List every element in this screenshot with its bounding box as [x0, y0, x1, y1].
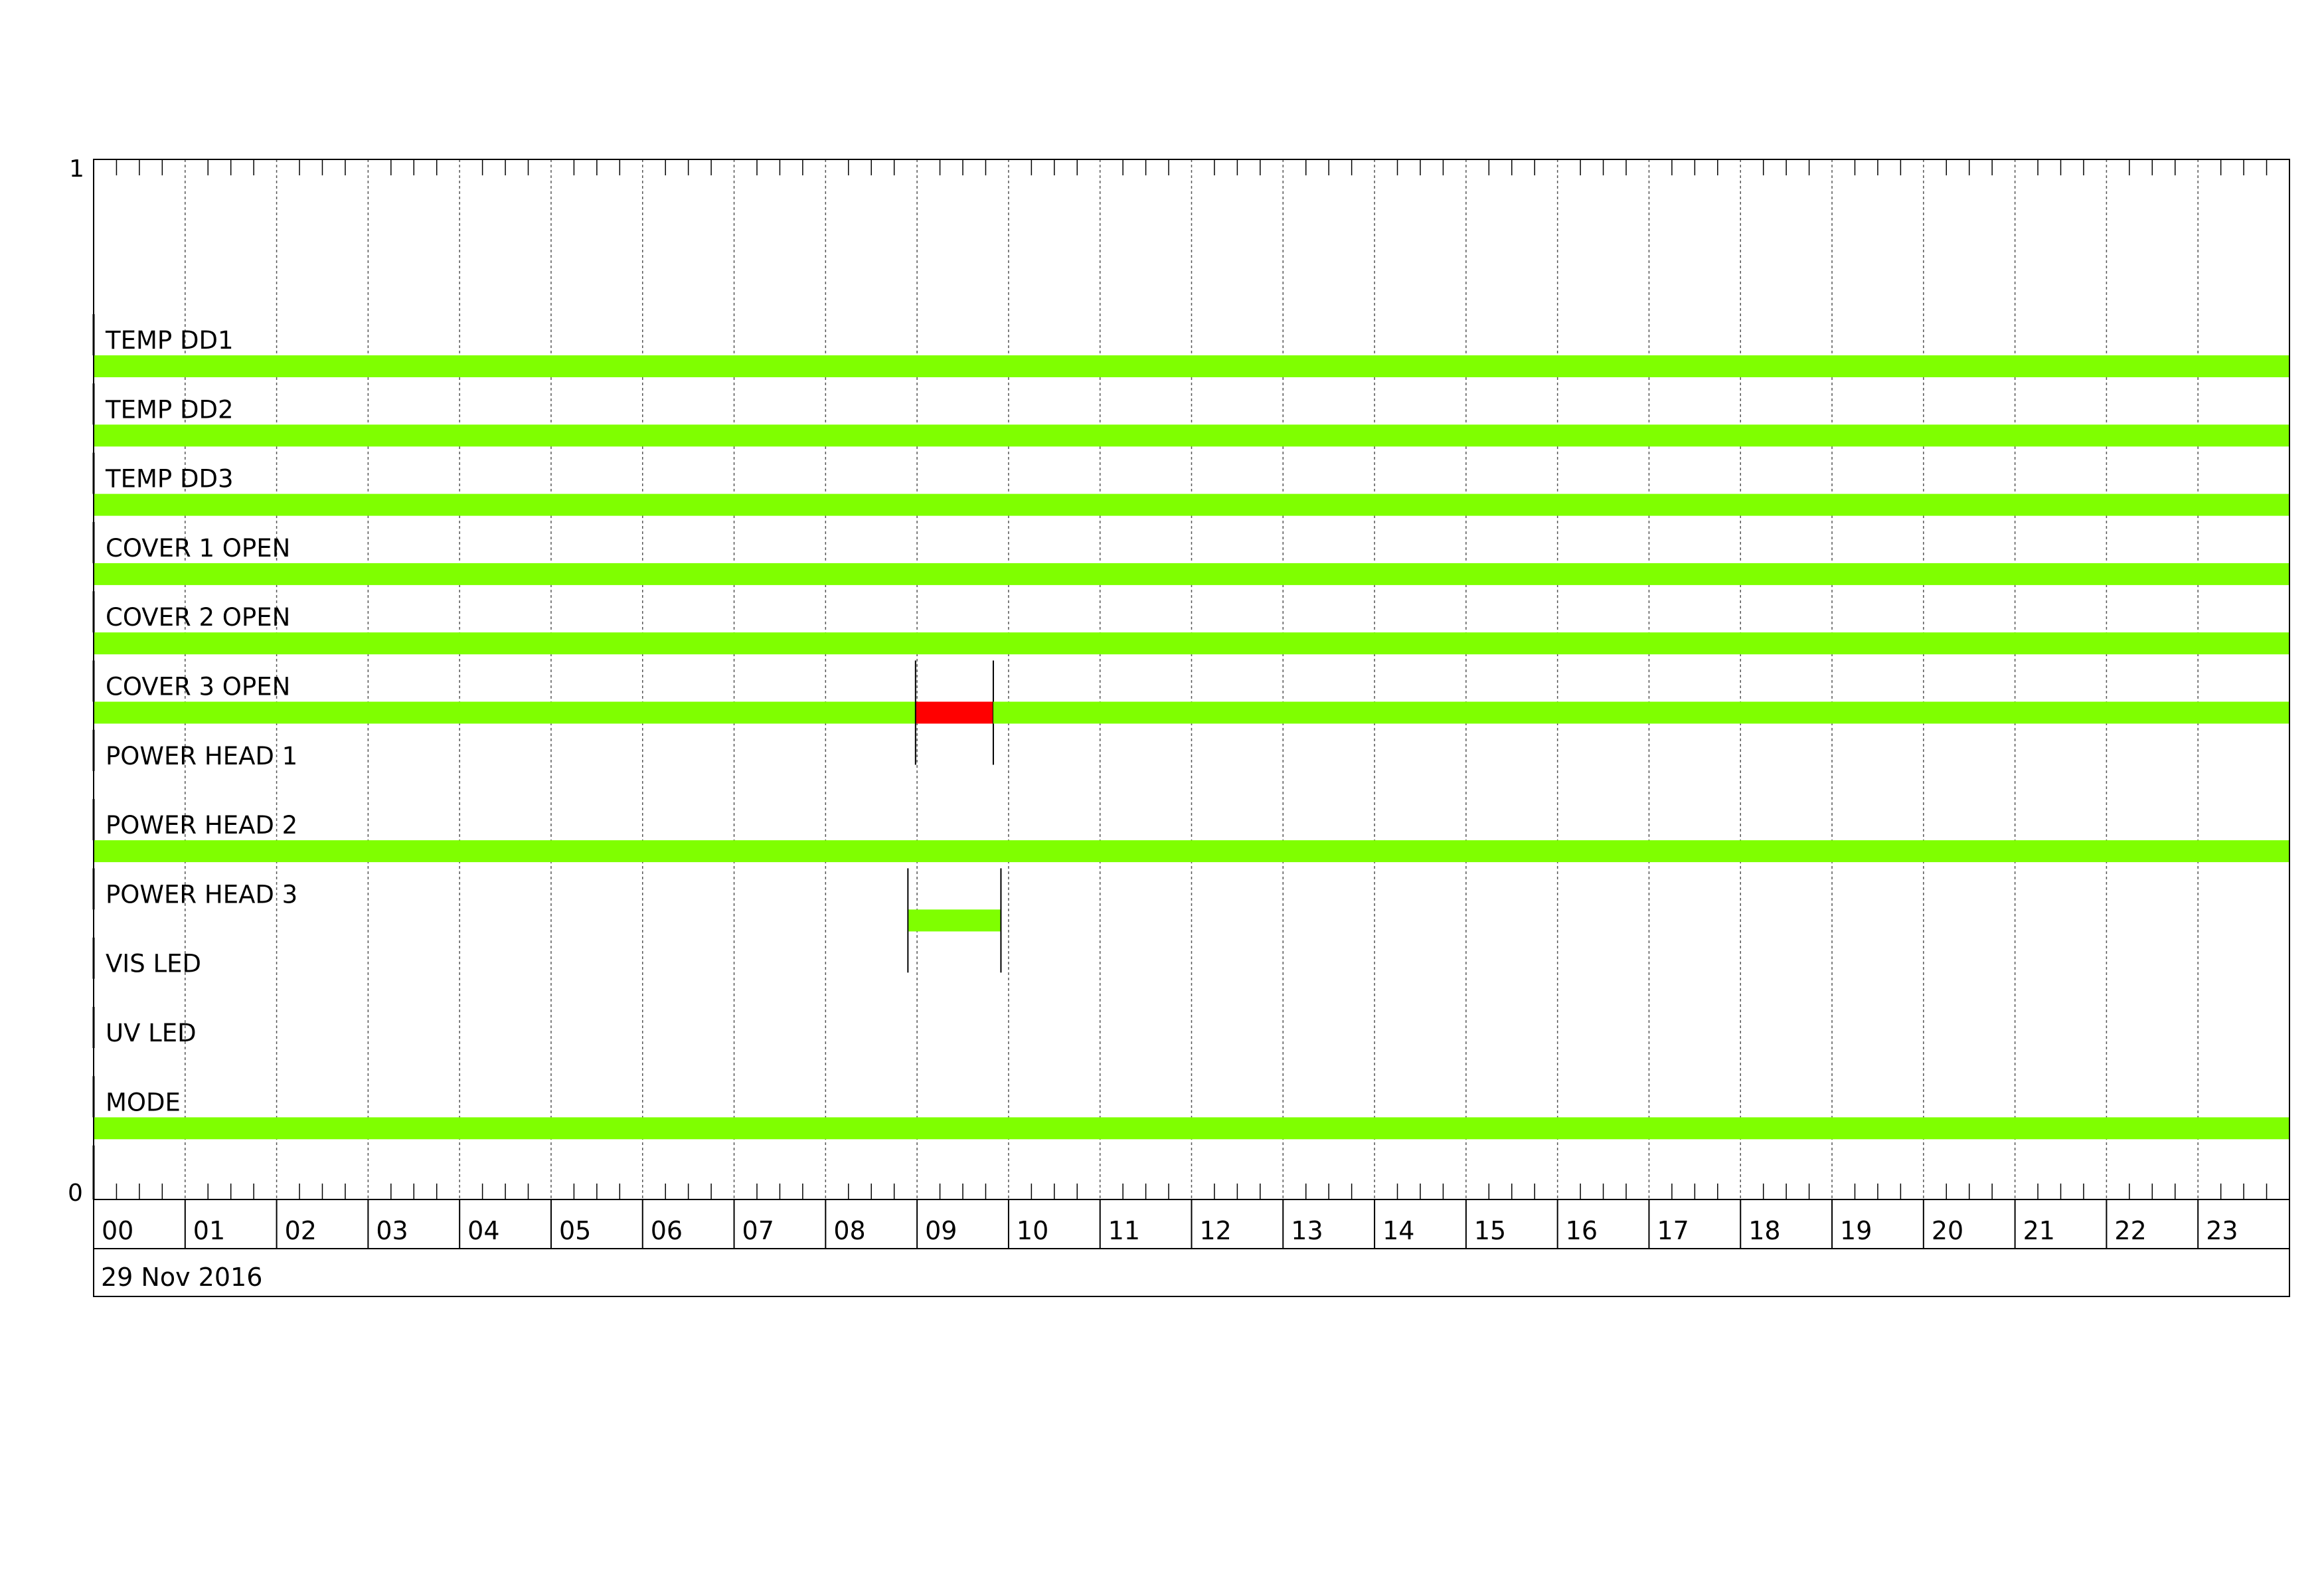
hour-tick-label: 00: [102, 1216, 133, 1245]
row-label: MODE: [106, 1088, 181, 1116]
minor-ticks: [116, 159, 2268, 1199]
state-bar-ok: [94, 493, 2289, 516]
hour-tick-label: 03: [376, 1216, 408, 1245]
state-bar-alarm: [915, 701, 993, 724]
plot-frame: [92, 159, 2290, 1297]
hour-tick-label: 07: [742, 1216, 774, 1245]
state-bar-ok: [94, 424, 2289, 447]
row-label: POWER HEAD 1: [106, 742, 297, 770]
state-bar-ok: [94, 355, 2289, 377]
state-bars: [94, 355, 2289, 1140]
hour-tick-label: 18: [1748, 1216, 1780, 1245]
state-bar-ok: [94, 1117, 2289, 1140]
hour-tick-label: 02: [285, 1216, 317, 1245]
state-bar-ok: [94, 840, 2289, 863]
hour-tick-label: 21: [2023, 1216, 2055, 1245]
row-labels: TEMP DD1 TEMP DD2 TEMP DD3 COVER 1 OPEN COVE…: [105, 326, 297, 1116]
y-tick-label-0: 0: [68, 1180, 83, 1207]
hour-tick-label: 12: [1200, 1216, 1232, 1245]
state-bar-ok: [94, 632, 2289, 655]
date-label: 29 Nov 2016: [101, 1263, 262, 1292]
hour-tick-label: 10: [1017, 1216, 1048, 1245]
hour-tick-label: 16: [1566, 1216, 1598, 1245]
row-label: POWER HEAD 2: [106, 811, 297, 840]
state-bar-ok: [993, 701, 2289, 724]
hour-tick-label: 05: [559, 1216, 591, 1245]
hour-tick-label: 14: [1382, 1216, 1414, 1245]
row-label: COVER 3 OPEN: [106, 673, 290, 701]
hour-tick-label: 06: [651, 1216, 683, 1245]
hour-tick-label: 09: [925, 1216, 957, 1245]
hour-tick-label: 20: [1932, 1216, 1963, 1245]
y-tick-label-1: 1: [69, 155, 84, 183]
hour-tick-label: 11: [1108, 1216, 1140, 1245]
row-label: POWER HEAD 3: [106, 880, 297, 909]
hour-labels: 00 01 02 03 04 05 06 07 08 09 10 11 12 13 14 15 16 17 18 19…: [102, 1216, 2238, 1245]
row-label: TEMP DD2: [105, 395, 234, 424]
hour-tick-label: 17: [1657, 1216, 1689, 1245]
hour-tick-label: 19: [1840, 1216, 1872, 1245]
hour-tick-label: 13: [1291, 1216, 1323, 1245]
hour-tick-label: 01: [193, 1216, 225, 1245]
hour-tick-label: 23: [2206, 1216, 2238, 1245]
hour-tick-label: 15: [1474, 1216, 1506, 1245]
state-bar-ok: [908, 909, 1001, 932]
gridlines: [185, 159, 2199, 1199]
state-bar-ok: [94, 563, 2289, 585]
row-label: TEMP DD3: [105, 465, 234, 493]
row-label: UV LED: [106, 1019, 197, 1047]
hour-tick-label: 04: [467, 1216, 499, 1245]
hour-tick-label: 08: [833, 1216, 865, 1245]
hour-tick-label: 22: [2114, 1216, 2146, 1245]
state-bar-ok: [94, 701, 916, 724]
row-label: COVER 2 OPEN: [106, 603, 290, 632]
row-label: VIS LED: [106, 950, 201, 978]
plot-border: [93, 159, 2290, 1297]
row-label: TEMP DD1: [105, 326, 234, 355]
row-label: COVER 1 OPEN: [106, 534, 290, 563]
